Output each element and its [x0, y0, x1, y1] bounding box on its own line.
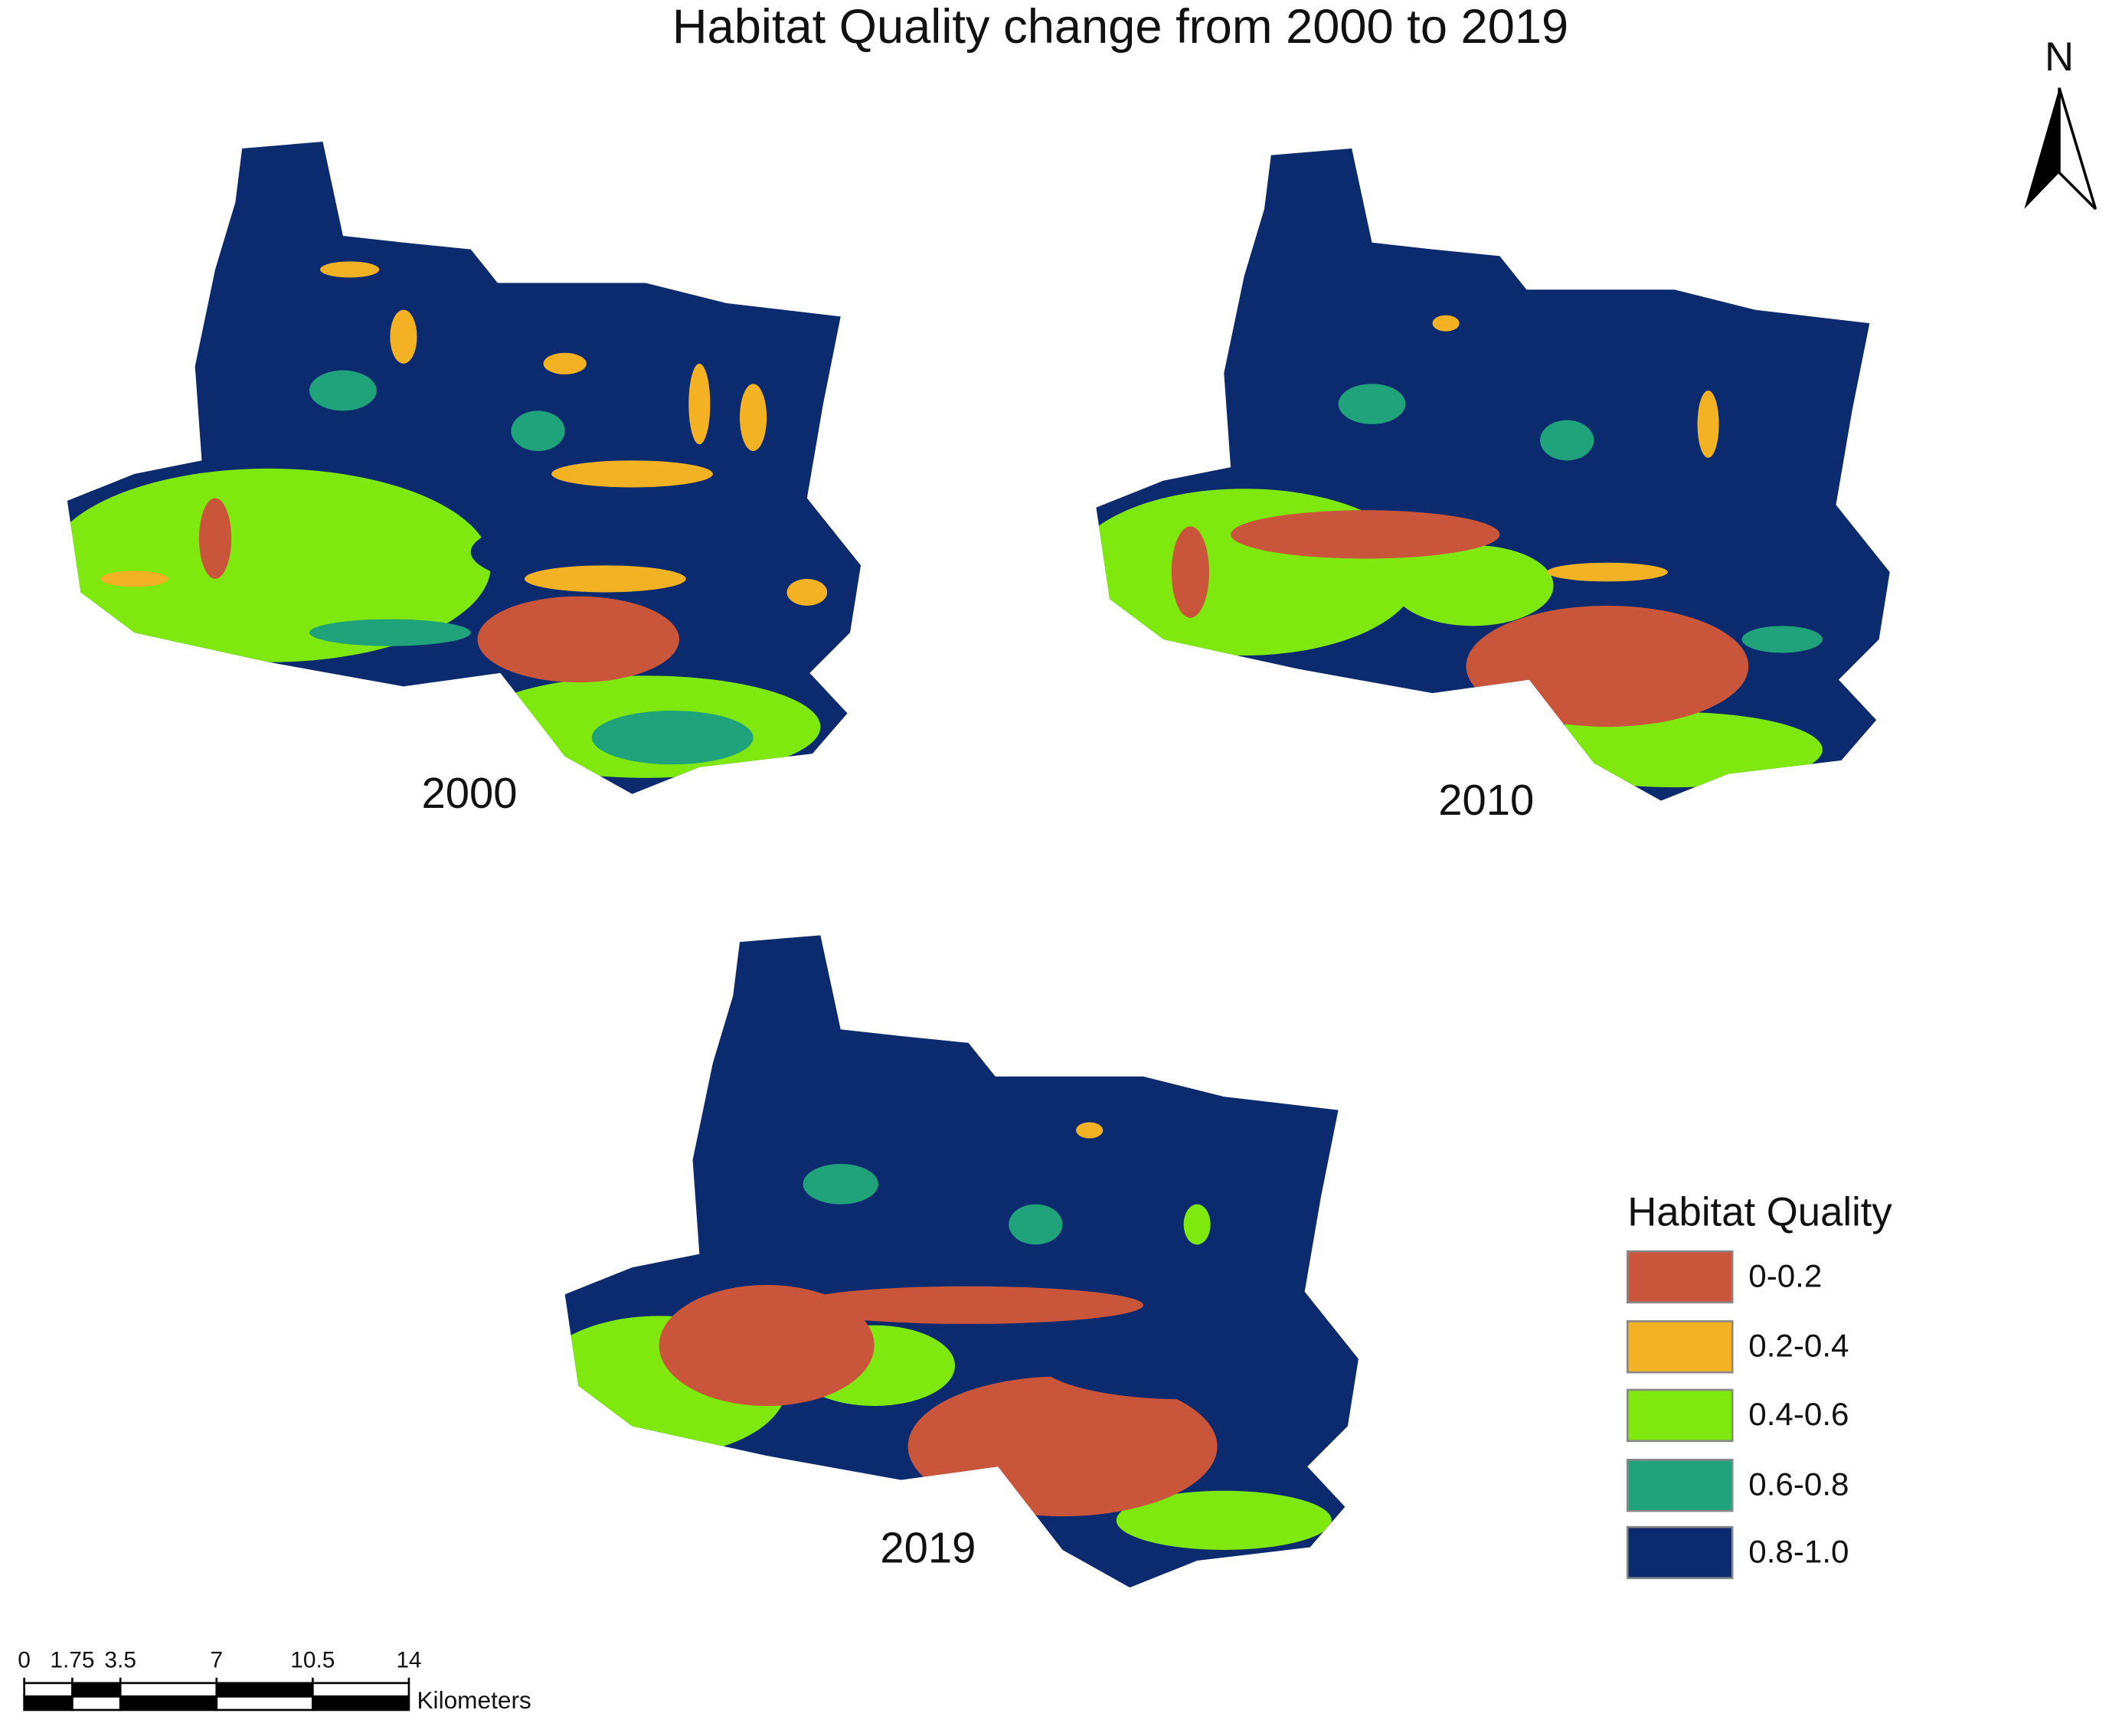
- scale-segment: [23, 1695, 74, 1711]
- patch: [1035, 1318, 1332, 1400]
- legend-label: 0.2-0.4: [1748, 1328, 1849, 1364]
- patch: [543, 352, 587, 374]
- patch: [492, 261, 531, 278]
- scale-segment: [23, 1682, 74, 1698]
- patch: [198, 498, 232, 579]
- legend-swatch: [1626, 1525, 1734, 1580]
- legend-label: 0.6-0.8: [1748, 1466, 1849, 1502]
- map-2019: [564, 935, 1359, 1588]
- patch: [1391, 544, 1554, 626]
- year-label: 2010: [1438, 776, 1534, 824]
- scale-segment: [119, 1682, 218, 1698]
- scale-segment: [215, 1695, 314, 1711]
- patch: [1741, 626, 1823, 653]
- legend-swatch: [1626, 1458, 1734, 1512]
- patch: [309, 370, 377, 411]
- scale-tick-label: 3.5: [104, 1648, 136, 1673]
- scale-tick-label: 10.5: [290, 1648, 335, 1673]
- scale-segment: [71, 1682, 122, 1698]
- scale-unit: Kilometers: [417, 1686, 531, 1714]
- scale-segment: [215, 1682, 314, 1698]
- patch: [1076, 1122, 1104, 1139]
- map-2000: [67, 142, 862, 794]
- legend-swatch: [1626, 1250, 1734, 1304]
- title: Habitat Quality change from 2000 to 2019: [672, 0, 1568, 54]
- patch: [390, 309, 417, 364]
- year-label: 2019: [880, 1524, 976, 1572]
- scale-segment: [71, 1695, 122, 1711]
- legend-label: 0.8-1.0: [1748, 1533, 1849, 1569]
- scale-segment: [119, 1695, 218, 1711]
- patch: [524, 565, 686, 593]
- patch: [1540, 420, 1594, 461]
- legend: Habitat Quality 0-0.2 0.2-0.4 0.4-0.6 0.6-0…: [1626, 1190, 1892, 1580]
- scale-segment: [312, 1695, 410, 1711]
- north-arrow: N: [2024, 34, 2098, 211]
- patch: [309, 619, 471, 646]
- patch: [1009, 1204, 1063, 1245]
- legend-label: 0-0.2: [1748, 1257, 1822, 1293]
- patch: [688, 363, 711, 445]
- patch: [1183, 1204, 1211, 1245]
- patch: [1171, 526, 1209, 618]
- patch: [100, 570, 168, 587]
- north-label: N: [2045, 34, 2074, 80]
- patch: [1546, 562, 1668, 582]
- legend-swatch: [1626, 1320, 1734, 1374]
- patch: [786, 578, 828, 606]
- patch: [803, 1163, 878, 1205]
- year-labels: 2000 2010 2019: [421, 769, 1534, 1571]
- patch: [659, 1284, 875, 1407]
- region: [1096, 148, 1890, 801]
- scale-bar: 0 1.75 3.5 7 10.5 14 Kilometers: [18, 1648, 531, 1714]
- arrow-right: [2058, 87, 2098, 211]
- scale-segment: [312, 1682, 410, 1698]
- patch: [591, 711, 754, 765]
- patch: [740, 384, 767, 452]
- arrow-left: [2024, 87, 2060, 209]
- patch: [1697, 390, 1719, 458]
- legend-label: 0.4-0.6: [1748, 1396, 1849, 1432]
- patch: [1116, 1490, 1332, 1550]
- patch: [1231, 510, 1500, 559]
- patch: [793, 1286, 1143, 1324]
- legend-title: Habitat Quality: [1627, 1190, 1892, 1235]
- patch: [1338, 384, 1406, 424]
- year-label: 2000: [421, 769, 517, 817]
- patch: [320, 261, 380, 278]
- scale-tick-label: 14: [396, 1648, 421, 1673]
- patch: [477, 596, 679, 683]
- scale-tick-label: 7: [210, 1648, 223, 1673]
- legend-swatch: [1626, 1388, 1734, 1443]
- patch: [67, 468, 492, 662]
- patch: [1553, 528, 1850, 595]
- scale-tick-label: 0: [18, 1648, 31, 1673]
- patch: [1432, 315, 1460, 332]
- scale-tick-label: 1.75: [50, 1648, 94, 1673]
- region: [564, 935, 1359, 1588]
- map-2010: [1096, 148, 1890, 801]
- patch: [1466, 606, 1749, 727]
- patch: [551, 460, 713, 488]
- patch: [511, 410, 565, 452]
